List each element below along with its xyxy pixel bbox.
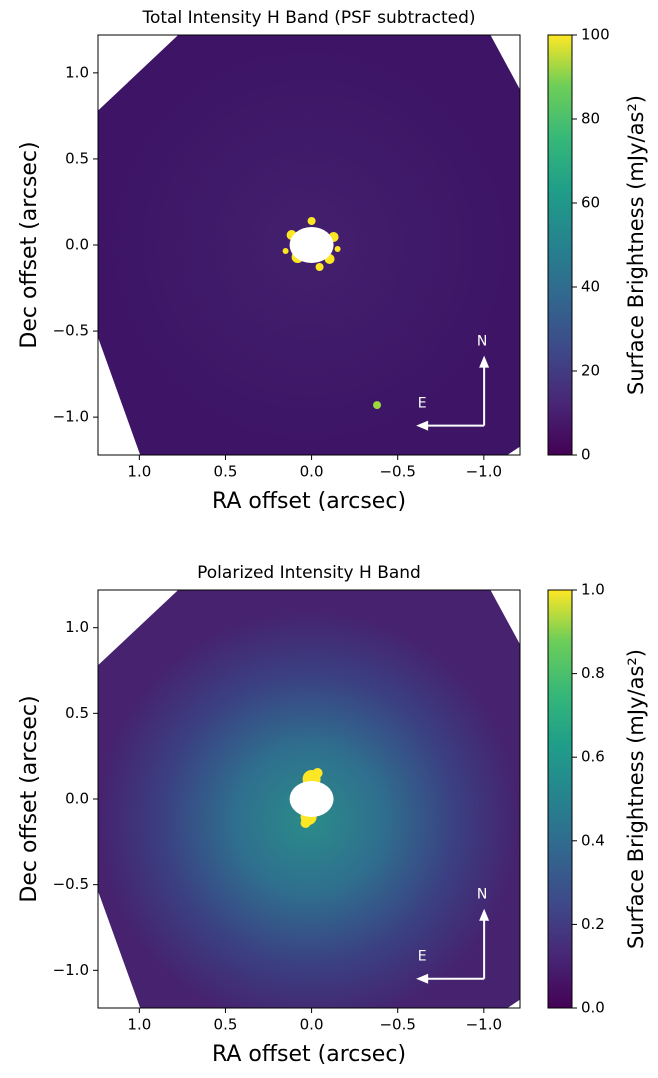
y-tick-label: 0.5: [65, 704, 89, 722]
y-tick-label: 0.5: [65, 149, 89, 167]
bright-residual: [307, 217, 316, 225]
x-tick-label: 1.0: [127, 1016, 151, 1034]
compass-east-head: [416, 973, 429, 984]
compass-north-head: [479, 355, 490, 368]
y-tick-label: 1.0: [65, 618, 89, 636]
x-tick-label: 0.0: [300, 463, 324, 481]
x-axis-label: RA offset (arcsec): [212, 1042, 406, 1067]
x-axis-label: RA offset (arcsec): [212, 489, 406, 514]
companion: [373, 401, 382, 410]
coronagraph-mask: [289, 227, 334, 263]
y-tick-label: −0.5: [53, 322, 89, 340]
x-tick-label: −0.5: [379, 1016, 415, 1034]
y-tick-label: −0.5: [53, 875, 89, 893]
x-tick-label: −1.0: [466, 463, 502, 481]
x-tick-label: 0.5: [214, 463, 238, 481]
y-tick-label: 0.0: [65, 236, 89, 254]
bright-residual: [282, 248, 289, 254]
colorbar-tick-label: 60: [581, 194, 600, 212]
colorbar-tick-label: 0: [581, 446, 591, 464]
chart-title: Polarized Intensity H Band: [197, 563, 421, 583]
y-tick-label: 0.0: [65, 790, 89, 808]
compass-north-head: [479, 908, 490, 921]
compass: [416, 355, 490, 431]
x-tick-label: −1.0: [466, 1016, 502, 1034]
compass-north-label: N: [477, 334, 487, 350]
y-tick-label: −1.0: [53, 408, 89, 426]
colorbar-tick-label: 40: [581, 278, 600, 296]
bright-residual: [300, 818, 311, 828]
colorbar: [547, 589, 573, 1009]
colorbar-tick-label: 0.2: [581, 915, 605, 933]
colorbar-label: Surface Brightness (mJy/as²): [624, 649, 648, 949]
colorbar-tick-label: 0.8: [581, 664, 605, 682]
bright-residual: [312, 768, 323, 778]
colorbar-tick-label: 0.0: [581, 999, 605, 1017]
colorbar-tick-label: 0.4: [581, 831, 605, 849]
colorbar-tick-label: 1.0: [581, 581, 605, 599]
y-axis-label: Dec offset (arcsec): [17, 695, 42, 902]
compass-east-head: [416, 420, 429, 431]
y-axis-label: Dec offset (arcsec): [17, 141, 42, 348]
y-tick-label: −1.0: [53, 961, 89, 979]
compass: [416, 908, 490, 984]
colorbar-label: Surface Brightness (mJy/as²): [624, 95, 648, 395]
chart-title: Total Intensity H Band (PSF subtracted): [142, 8, 476, 28]
y-tick-label: 1.0: [65, 63, 89, 81]
bright-residual: [334, 246, 341, 252]
colorbar-tick-label: 100: [581, 26, 610, 44]
compass-east-label: E: [418, 949, 427, 965]
bright-residual: [315, 263, 324, 271]
coronagraph-mask: [289, 781, 334, 817]
colorbar-tick-label: 0.6: [581, 748, 605, 766]
x-tick-label: 0.5: [214, 1016, 238, 1034]
compass-north-label: N: [477, 887, 487, 903]
colorbar-tick-label: 80: [581, 110, 600, 128]
colorbar: [547, 34, 573, 456]
x-tick-label: 0.0: [300, 1016, 324, 1034]
x-tick-label: −0.5: [379, 463, 415, 481]
colorbar-tick-label: 20: [581, 362, 600, 380]
compass-east-label: E: [418, 396, 427, 412]
x-tick-label: 1.0: [127, 463, 151, 481]
